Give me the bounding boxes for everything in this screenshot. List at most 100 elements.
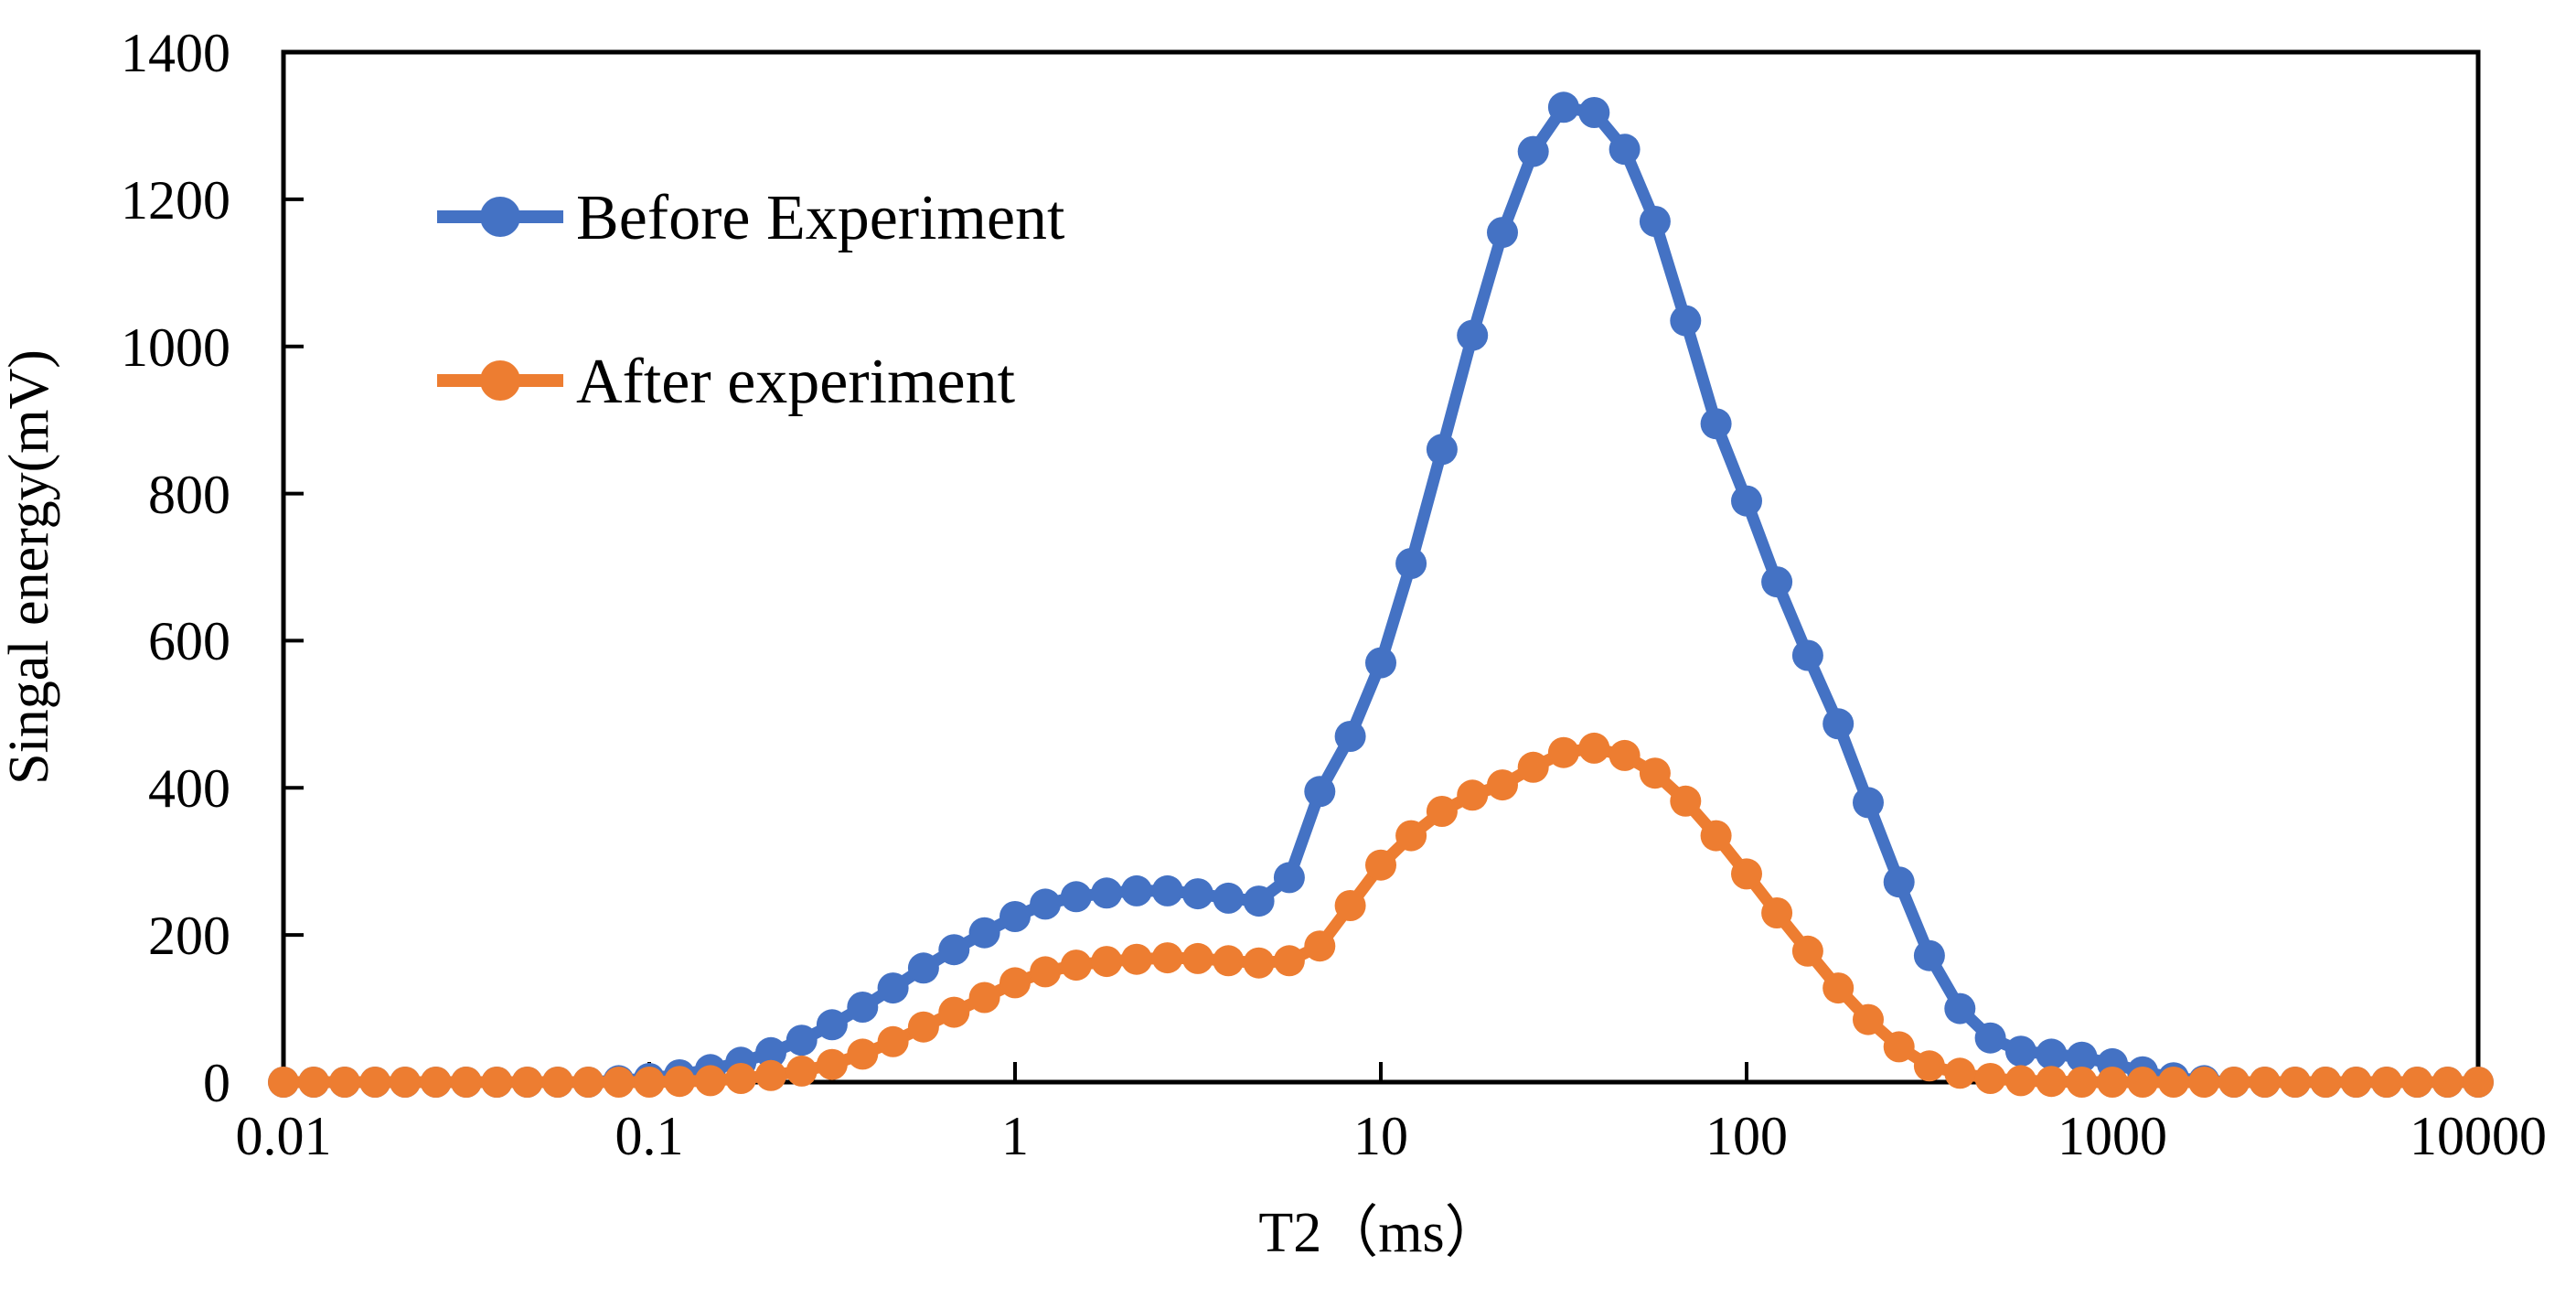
series-line-before-experiment — [277, 101, 2485, 1089]
data-point-marker — [1365, 647, 1396, 679]
data-point-marker — [1547, 736, 1579, 768]
data-point-marker — [1731, 485, 1762, 517]
data-point-marker — [1181, 942, 1213, 974]
data-point-marker — [1213, 882, 1245, 914]
data-point-marker — [1030, 956, 1062, 988]
data-point-marker — [1913, 1050, 1945, 1082]
data-point-marker — [1121, 943, 1152, 975]
series-line-after-experiment — [277, 742, 2485, 1089]
data-point-marker — [1883, 1031, 1915, 1063]
data-point-marker — [2279, 1067, 2311, 1098]
data-point-marker — [1700, 408, 1732, 440]
data-point-marker — [450, 1067, 482, 1098]
data-point-marker — [328, 1067, 360, 1098]
data-point-marker — [1304, 776, 1336, 808]
legend-label-after-experiment: After experiment — [576, 347, 1016, 417]
series-layer — [268, 91, 2494, 1098]
data-point-marker — [877, 1025, 909, 1057]
data-point-marker — [572, 1067, 604, 1098]
data-point-marker — [1913, 939, 1945, 971]
data-point-marker — [847, 1038, 879, 1070]
data-point-marker — [999, 901, 1031, 932]
data-point-marker — [1609, 134, 1641, 166]
data-point-marker — [1853, 787, 1884, 819]
data-point-marker — [816, 1048, 848, 1080]
data-point-marker — [1609, 739, 1641, 771]
data-point-marker — [2066, 1067, 2098, 1098]
data-point-marker — [2218, 1067, 2250, 1098]
data-point-marker — [968, 982, 1000, 1014]
data-point-marker — [511, 1067, 543, 1098]
data-point-marker — [1731, 858, 1762, 890]
data-point-marker — [2188, 1067, 2220, 1098]
data-point-marker — [2310, 1067, 2342, 1098]
y-axis-ticks — [283, 50, 304, 1084]
x-tick-label: 1000 — [2058, 1106, 2167, 1166]
data-point-marker — [1578, 732, 1610, 764]
data-point-marker — [1334, 721, 1366, 752]
data-point-marker — [1791, 935, 1823, 967]
data-point-marker — [1670, 785, 1702, 817]
data-point-marker — [1517, 135, 1549, 167]
data-point-marker — [694, 1065, 726, 1097]
data-point-marker — [1517, 751, 1549, 783]
data-point-marker — [1944, 992, 1976, 1024]
data-point-marker — [1822, 708, 1855, 740]
data-point-marker — [1761, 566, 1793, 598]
data-point-marker — [1883, 866, 1915, 898]
data-point-marker — [2249, 1067, 2281, 1098]
data-point-marker — [1060, 881, 1092, 913]
data-point-marker — [1974, 1022, 2006, 1054]
data-point-marker — [2157, 1067, 2189, 1098]
data-point-marker — [1030, 888, 1062, 920]
data-point-marker — [1273, 862, 1305, 894]
x-axis-title: T2（ms） — [1258, 1202, 1501, 1264]
data-point-marker — [268, 1067, 299, 1098]
legend: Before Experiment After experiment — [437, 183, 1065, 417]
x-axis-tick-labels: 0.01 0.1 1 10 100 1000 10000 — [236, 1106, 2548, 1166]
data-point-marker — [481, 1067, 513, 1098]
data-point-marker — [2036, 1066, 2068, 1098]
data-point-marker — [968, 917, 1000, 949]
y-tick-label: 200 — [148, 906, 230, 966]
data-point-marker — [1670, 305, 1702, 337]
data-point-marker — [1273, 945, 1305, 977]
legend-item-before-experiment: Before Experiment — [437, 183, 1065, 253]
y-tick-label: 1200 — [121, 170, 230, 231]
data-point-marker — [755, 1036, 786, 1068]
x-tick-label: 1 — [1001, 1106, 1029, 1166]
data-point-marker — [1243, 947, 1275, 979]
data-point-marker — [1121, 874, 1152, 906]
data-point-marker — [634, 1067, 665, 1098]
data-point-marker — [2432, 1067, 2464, 1098]
data-point-marker — [1365, 849, 1396, 881]
data-point-marker — [1547, 91, 1579, 123]
data-point-marker — [1395, 820, 1427, 852]
data-point-marker — [1334, 890, 1366, 921]
data-point-marker — [938, 996, 970, 1028]
x-tick-label: 0.1 — [615, 1106, 684, 1166]
data-point-marker — [938, 934, 970, 966]
data-point-marker — [2370, 1067, 2402, 1098]
data-point-marker — [1639, 206, 1671, 237]
data-point-marker — [2463, 1067, 2494, 1098]
data-point-marker — [1822, 972, 1855, 1004]
data-point-marker — [2401, 1067, 2433, 1098]
data-point-marker — [1457, 779, 1489, 811]
data-point-marker — [1487, 769, 1518, 801]
data-point-marker — [420, 1067, 452, 1098]
data-point-marker — [2004, 1035, 2036, 1067]
data-point-marker — [786, 1024, 818, 1057]
data-point-marker — [1761, 897, 1793, 928]
data-point-marker — [1243, 885, 1275, 917]
data-point-marker — [1853, 1003, 1884, 1035]
data-point-marker — [907, 1011, 939, 1043]
data-point-marker — [664, 1066, 696, 1098]
data-point-marker — [1426, 434, 1458, 466]
y-tick-label: 1000 — [121, 317, 230, 378]
data-point-marker — [359, 1067, 391, 1098]
data-point-marker — [1151, 874, 1183, 906]
data-point-marker — [1091, 946, 1123, 978]
